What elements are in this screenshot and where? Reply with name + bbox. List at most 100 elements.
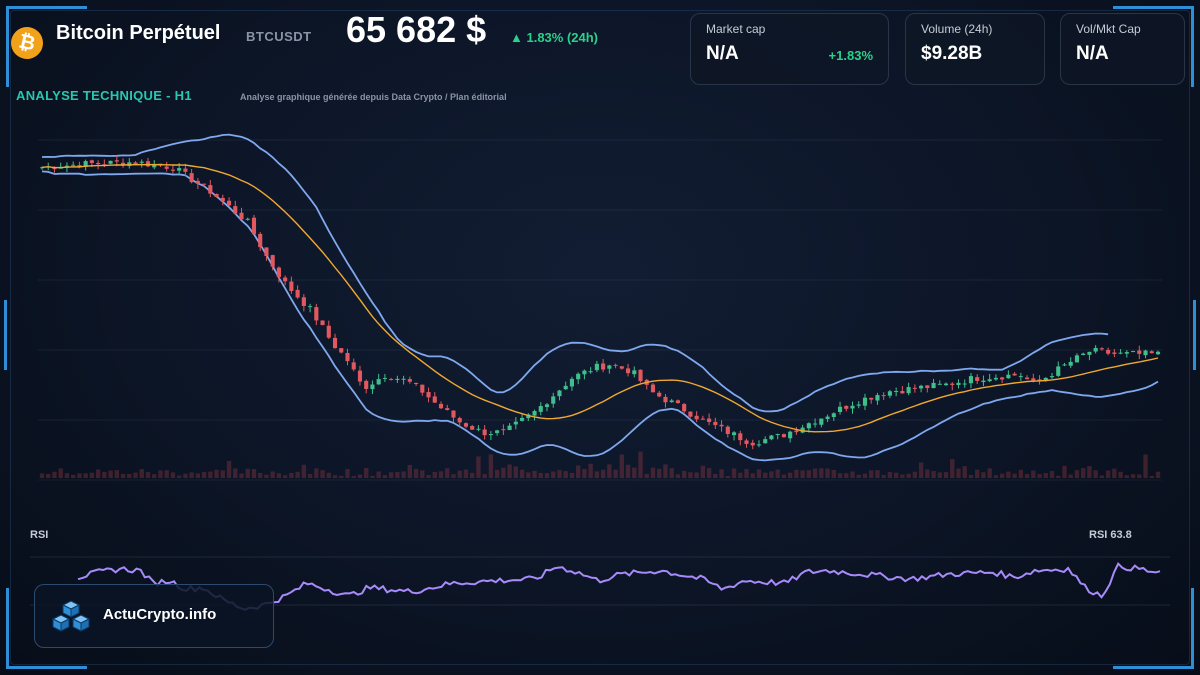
- candle-body: [432, 396, 437, 403]
- volume-bar: [825, 468, 830, 478]
- candle-body: [1131, 351, 1136, 353]
- volume-bar: [251, 469, 257, 478]
- candle-body: [1056, 366, 1061, 376]
- volume-bar: [1037, 474, 1042, 478]
- volume-bar: [943, 472, 949, 478]
- candle-body: [719, 424, 724, 427]
- stat-change: +1.83%: [828, 48, 873, 63]
- bollinger-lower-line: [41, 170, 1159, 462]
- candle-body: [283, 277, 288, 282]
- candle-body: [108, 160, 113, 164]
- section-subtitle: Analyse graphique générée depuis Data Cr…: [240, 92, 507, 102]
- volume-bar: [650, 467, 656, 478]
- candle-body: [445, 408, 450, 410]
- volume-bar: [164, 470, 169, 478]
- volume-bar: [1006, 471, 1011, 478]
- volume-bar: [357, 474, 363, 478]
- stat-value: $9.28B: [921, 43, 983, 64]
- candle-body: [326, 325, 331, 338]
- candle-body: [120, 162, 126, 166]
- candle-body: [1143, 350, 1148, 356]
- volume-bar: [875, 470, 880, 478]
- candle-body: [220, 197, 225, 202]
- volume-bar: [1024, 474, 1030, 478]
- candle-body: [619, 366, 624, 369]
- candle-body: [351, 362, 356, 370]
- volume-bar: [918, 462, 924, 478]
- volume-bar: [681, 470, 687, 478]
- candle-body: [532, 411, 537, 416]
- candle-body: [1155, 351, 1161, 355]
- volume-bar: [1112, 468, 1117, 478]
- rsi-label: RSI: [30, 529, 49, 541]
- candle-body: [875, 395, 880, 401]
- volume-bar: [532, 470, 537, 478]
- stat-card-volume: Volume (24h) $9.28B: [905, 13, 1045, 85]
- candle-body: [688, 411, 693, 417]
- brand-name: ActuCrypto.info: [103, 606, 217, 623]
- volume-bar: [638, 451, 643, 478]
- stat-card-vol-mkt-cap: Vol/Mkt Cap N/A: [1060, 13, 1185, 85]
- brand-badge[interactable]: ActuCrypto.info: [34, 584, 274, 648]
- volume-bar: [133, 472, 138, 478]
- volume-bar: [364, 468, 369, 478]
- candle-body: [1043, 377, 1048, 381]
- candle-body: [488, 434, 493, 436]
- candle-body: [663, 396, 668, 403]
- candle-body: [1049, 376, 1055, 378]
- volume-bar: [1130, 474, 1136, 478]
- candle-body: [376, 379, 381, 385]
- volume-bar: [139, 469, 144, 478]
- candle-body: [1137, 350, 1142, 354]
- candle-body: [788, 431, 793, 439]
- candle-body: [731, 432, 737, 436]
- volume-bar: [575, 465, 581, 478]
- candle-body: [756, 444, 762, 446]
- candle-body: [819, 418, 824, 425]
- volume-bar: [819, 468, 824, 478]
- volume-bar: [519, 469, 525, 478]
- candle-body: [482, 429, 487, 436]
- candle-body: [226, 200, 232, 206]
- candle-body: [837, 406, 843, 412]
- volume-bar: [245, 468, 250, 478]
- volume-bar: [183, 473, 188, 478]
- candle-body: [831, 413, 836, 418]
- volume-bar: [999, 473, 1005, 478]
- volume-bar: [993, 475, 999, 478]
- volume-bar: [700, 465, 706, 478]
- candle-body: [264, 247, 269, 256]
- volume-bar: [950, 459, 955, 478]
- volume-bar: [345, 469, 350, 478]
- candle-body: [270, 255, 275, 267]
- volume-bar: [526, 472, 531, 478]
- volume-bar: [289, 472, 294, 478]
- volume-bar: [1118, 471, 1123, 478]
- volume-bar: [569, 472, 575, 478]
- candle-body: [239, 212, 244, 220]
- volume-bar: [195, 473, 201, 478]
- frame-border: [10, 10, 1190, 665]
- volume-bar: [625, 464, 631, 478]
- volume-bar: [83, 473, 88, 478]
- candle-body: [451, 410, 456, 418]
- volume-bar: [127, 473, 132, 478]
- candle-body: [96, 162, 101, 165]
- volume-bar: [831, 469, 836, 478]
- candle-body: [463, 423, 469, 427]
- candle-body: [769, 435, 774, 440]
- candle-body: [1068, 361, 1073, 366]
- volume-bar: [844, 473, 849, 478]
- volume-bar: [70, 474, 76, 478]
- volume-bar: [1093, 470, 1098, 478]
- candle-body: [813, 423, 818, 425]
- candle-body: [937, 383, 942, 385]
- volume-bar: [594, 471, 600, 478]
- candle-body: [1106, 349, 1111, 354]
- candle-body: [89, 160, 94, 163]
- volume-bar: [39, 473, 45, 478]
- candle-body: [214, 193, 219, 198]
- volume-bar: [332, 475, 338, 478]
- volume-bar: [869, 470, 874, 478]
- volume-bar: [881, 474, 886, 478]
